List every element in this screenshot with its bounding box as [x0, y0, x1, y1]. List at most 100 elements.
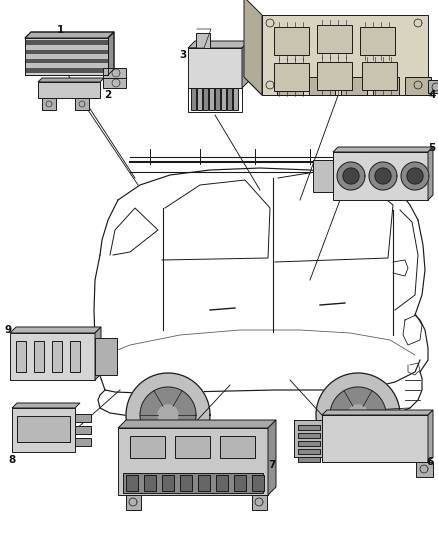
Bar [203, 88, 208, 110]
Polygon shape [12, 408, 75, 452]
Bar [162, 475, 174, 491]
Polygon shape [244, 0, 262, 95]
Polygon shape [10, 327, 101, 333]
Bar [233, 88, 238, 110]
Text: 8: 8 [8, 455, 16, 465]
Polygon shape [330, 387, 386, 443]
Polygon shape [12, 403, 80, 408]
Bar [298, 425, 320, 430]
Bar [34, 341, 44, 372]
Bar [144, 475, 156, 491]
Bar [221, 88, 226, 110]
Bar [75, 98, 89, 110]
Bar [227, 88, 232, 110]
Polygon shape [348, 405, 368, 425]
Bar [252, 495, 267, 510]
Polygon shape [25, 63, 108, 68]
Bar [298, 457, 320, 462]
Bar [103, 78, 126, 88]
Polygon shape [242, 41, 249, 88]
Text: 7: 7 [268, 460, 276, 470]
Polygon shape [244, 77, 428, 95]
Bar [309, 77, 335, 95]
Polygon shape [322, 415, 428, 462]
Polygon shape [25, 59, 108, 63]
Bar [298, 441, 320, 446]
Polygon shape [158, 405, 178, 425]
Polygon shape [316, 373, 400, 457]
Bar [274, 27, 309, 55]
Text: 1: 1 [57, 25, 64, 35]
Polygon shape [25, 41, 108, 45]
Bar [126, 475, 138, 491]
Text: 3: 3 [180, 50, 187, 60]
Polygon shape [333, 152, 428, 200]
Polygon shape [118, 428, 268, 495]
Bar [373, 77, 399, 95]
Bar [416, 462, 433, 477]
Bar [209, 88, 214, 110]
Bar [298, 449, 320, 454]
Bar [75, 438, 91, 446]
Bar [234, 475, 246, 491]
Bar [103, 68, 126, 78]
Polygon shape [25, 45, 108, 50]
Bar [317, 62, 352, 90]
Polygon shape [322, 410, 433, 415]
Bar [215, 88, 220, 110]
Bar [196, 33, 210, 48]
Bar [252, 475, 264, 491]
Bar [277, 77, 303, 95]
Text: 4: 4 [428, 90, 436, 100]
Bar [16, 341, 26, 372]
Polygon shape [25, 68, 108, 72]
Bar [70, 341, 80, 372]
Polygon shape [407, 168, 423, 184]
Polygon shape [343, 168, 359, 184]
Bar [123, 473, 263, 493]
Bar [360, 27, 395, 55]
Text: 9: 9 [4, 325, 11, 335]
Bar [52, 341, 62, 372]
Bar [216, 475, 228, 491]
Polygon shape [95, 327, 101, 380]
Polygon shape [375, 168, 391, 184]
Bar [95, 338, 117, 375]
Polygon shape [337, 162, 365, 190]
Bar [317, 25, 352, 53]
Polygon shape [126, 373, 210, 457]
Bar [197, 88, 202, 110]
Bar [75, 426, 91, 434]
Bar [180, 475, 192, 491]
Text: 5: 5 [428, 143, 436, 153]
Bar [17, 416, 70, 442]
Bar [42, 98, 56, 110]
Polygon shape [188, 41, 249, 48]
Text: 6: 6 [426, 457, 434, 467]
Polygon shape [25, 50, 108, 54]
Polygon shape [108, 32, 114, 75]
Polygon shape [140, 387, 196, 443]
Polygon shape [262, 15, 428, 95]
Polygon shape [38, 78, 104, 82]
Polygon shape [25, 54, 108, 59]
Bar [428, 80, 438, 93]
Bar [362, 62, 397, 90]
Polygon shape [428, 410, 433, 462]
Polygon shape [369, 162, 397, 190]
Polygon shape [428, 147, 433, 200]
Bar [405, 77, 431, 95]
Bar [191, 88, 196, 110]
Polygon shape [25, 38, 108, 75]
Polygon shape [268, 420, 276, 495]
Polygon shape [118, 420, 276, 428]
Bar [298, 433, 320, 438]
Polygon shape [10, 333, 95, 380]
Polygon shape [25, 32, 114, 38]
Text: 2: 2 [104, 90, 112, 100]
Bar [126, 495, 141, 510]
Bar [313, 160, 333, 192]
Bar [198, 475, 210, 491]
Bar [75, 414, 91, 422]
Bar [175, 436, 210, 458]
